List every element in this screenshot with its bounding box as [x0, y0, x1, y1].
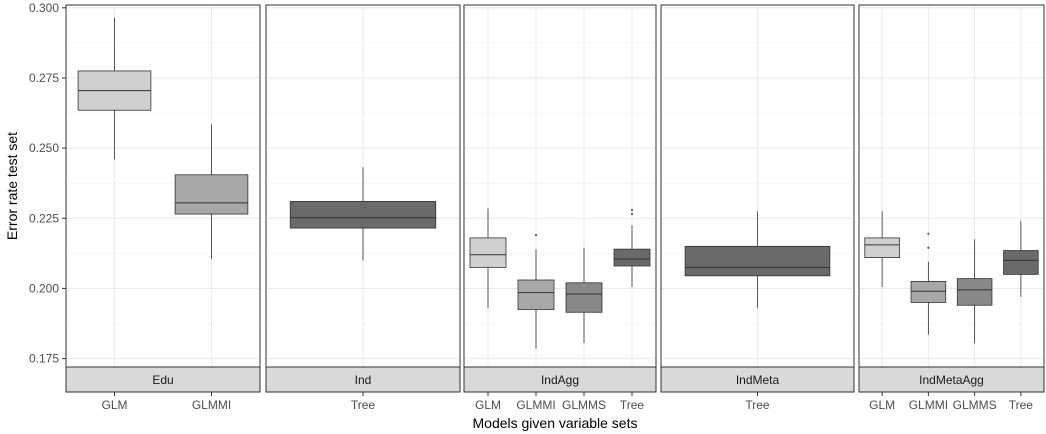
x-tick-label: Tree — [351, 398, 376, 412]
y-tick-label: 0.275 — [29, 71, 59, 85]
facet-panel-indmeta: IndMeta Tree — [660, 4, 855, 412]
facet-panel-indmetaagg: IndMetaAgg GLM GLMMI GLMMS Tree — [858, 4, 1045, 412]
outlier-point — [927, 232, 930, 235]
box-iqr — [1003, 250, 1039, 275]
box-iqr — [956, 278, 993, 306]
box-glm — [77, 17, 152, 160]
box-glmmi — [174, 124, 249, 259]
outlier-point — [534, 234, 538, 237]
box-iqr — [517, 279, 555, 310]
x-tick-label: GLMMS — [953, 398, 997, 412]
box-iqr — [289, 201, 437, 229]
box-iqr — [613, 248, 651, 267]
box-iqr — [469, 237, 507, 268]
box-glmmi — [517, 234, 555, 349]
x-tick-label: GLM — [101, 398, 127, 412]
box-iqr — [864, 237, 900, 258]
box-tree — [1003, 221, 1039, 297]
x-tick-label: GLMMI — [192, 398, 231, 412]
x-tick-label: GLMMI — [516, 398, 555, 412]
x-tick-label: GLM — [475, 398, 501, 412]
y-tick-label: 0.200 — [29, 281, 59, 295]
x-tick-label: GLMMS — [562, 398, 606, 412]
y-axis-title: Error rate test set — [4, 132, 20, 240]
box-tree — [684, 211, 831, 309]
box-tree — [613, 208, 651, 288]
facet-strip-label: IndMeta — [736, 373, 780, 387]
panel-background — [859, 5, 1044, 367]
box-glmms — [565, 247, 603, 344]
box-iqr — [565, 282, 603, 313]
outlier-point — [630, 208, 634, 211]
box-iqr — [684, 245, 831, 277]
y-tick-label: 0.225 — [29, 211, 59, 225]
box-tree — [289, 167, 437, 261]
x-tick-label: Tree — [620, 398, 645, 412]
facet-strip — [463, 366, 657, 393]
x-tick-label: Tree — [1009, 398, 1034, 412]
facet-strip-label: Ind — [355, 373, 372, 387]
facet-panel-edu: Edu GLM GLMMI — [65, 4, 261, 412]
panel-background — [464, 5, 656, 367]
facet-strip-label: IndMetaAgg — [919, 373, 984, 387]
box-iqr — [910, 281, 947, 303]
box-glmmi — [910, 232, 947, 335]
outlier-point — [927, 246, 930, 249]
box-iqr — [174, 174, 249, 215]
x-tick-label: GLMMI — [909, 398, 948, 412]
facet-strip — [65, 366, 261, 393]
facet-strip — [858, 366, 1045, 393]
x-axis-title: Models given variable sets — [473, 415, 638, 431]
facet-panel-indagg: IndAgg GLM GLMMI GLMMS Tree — [463, 4, 657, 412]
box-glm — [864, 211, 900, 288]
y-tick-label: 0.175 — [29, 352, 59, 366]
x-tick-label: Tree — [745, 398, 770, 412]
facet-panel-ind: Ind Tree — [265, 4, 461, 412]
box-glm — [469, 208, 507, 309]
y-tick-label: 0.300 — [29, 1, 59, 15]
facet-strip — [660, 366, 855, 393]
facet-strip — [265, 366, 461, 393]
box-glmms — [956, 239, 993, 344]
facet-strip-label: IndAgg — [541, 373, 579, 387]
y-tick-label: 0.250 — [29, 141, 59, 155]
x-tick-label: GLM — [869, 398, 895, 412]
outlier-point — [630, 212, 634, 216]
facet-strip-label: Edu — [152, 373, 173, 387]
